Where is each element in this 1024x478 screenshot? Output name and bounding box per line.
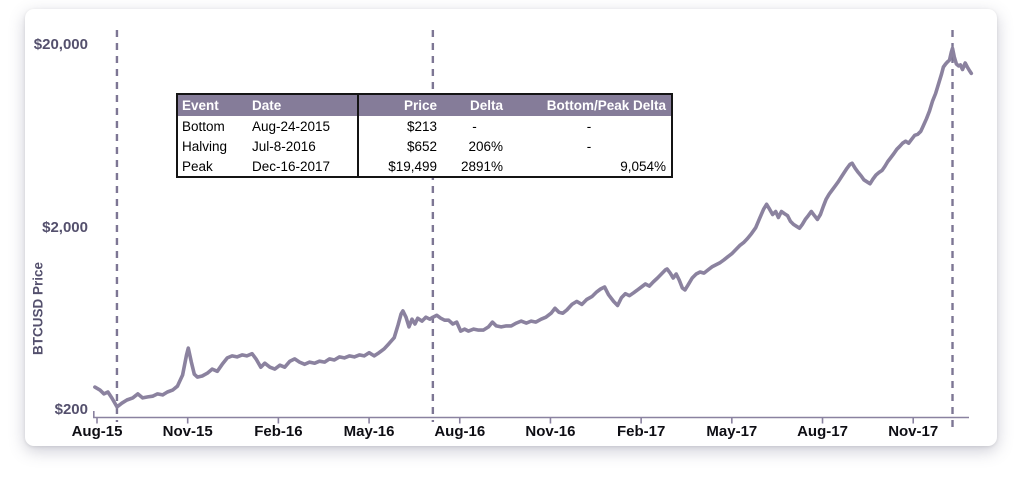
column-header-date: Date [248,94,358,116]
x-tick-label-Aug-15: Aug-15 [71,423,123,440]
x-tick-label-May-17: May-17 [706,423,758,440]
table-cell: Peak [177,156,248,177]
y-tick-label-20000: $20,000 [33,36,88,53]
event-table-body: Bottom Aug-24-2015 $213- - Halving Jul-8-2016… [177,116,672,177]
table-cell: $213 [357,116,442,136]
x-tick-label-Feb-17: Feb-17 [616,423,666,440]
x-tick-label-Feb-16: Feb-16 [254,423,303,440]
y-tick-label-200: $200 [54,401,88,418]
table-cell: Jul-8-2016 [248,136,358,156]
y-axis-title: BTCUSD Price [30,261,46,356]
table-cell: 206% [442,136,508,156]
x-tick-label-Aug-16: Aug-16 [434,423,486,440]
x-tick-label-May-16: May-16 [343,423,395,440]
table-cell: Aug-24-2015 [248,116,358,136]
x-tick-label-Nov-17: Nov-17 [888,423,939,440]
table-cell: Dec-16-2017 [248,156,358,177]
table-cell: $652 [357,136,442,156]
table-cell: - [442,116,508,136]
table-cell: 9,054% [508,156,672,177]
chart-card [25,9,997,446]
table-row-halving: Halving Jul-8-2016 $652 206% - [177,136,672,156]
event-summary-table: Event Date Price Delta Bottom/Peak Delta Bot… [176,93,673,178]
event-table-header: Event Date Price Delta Bottom/Peak Delta [177,94,672,116]
table-cell: 2891% [442,156,508,177]
column-header-price: Price [357,94,442,116]
table-cell: Bottom [177,116,248,136]
table-cell: - [508,116,672,136]
column-header-event: Event [177,94,248,116]
table-cell: $19,499 [357,156,442,177]
price-line [93,46,974,409]
x-tick-label-Nov-16: Nov-16 [525,423,576,440]
table-row-bottom: Bottom Aug-24-2015 $213- - [177,116,672,136]
table-cell: Halving [177,136,248,156]
table-cell: - [508,136,672,156]
table-row-peak: Peak Dec-16-2017 $19,499 2891% 9,054% [177,156,672,177]
column-header-bottom-peak-delta: Bottom/Peak Delta [508,94,672,116]
column-header-delta: Delta [442,94,508,116]
y-tick-label-2000: $2,000 [42,218,88,236]
x-tick-label-Nov-15: Nov-15 [162,423,213,440]
x-tick-label-Aug-17: Aug-17 [797,423,848,440]
